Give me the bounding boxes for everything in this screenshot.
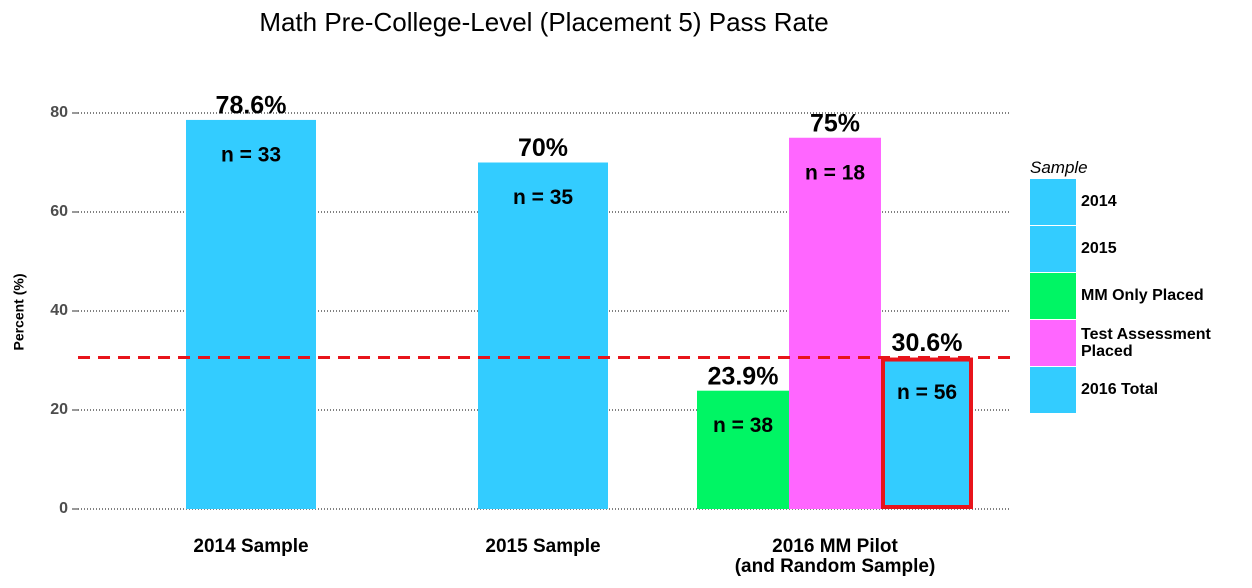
legend-item: 2014 (1030, 178, 1252, 225)
legend-label: MM Only Placed (1081, 287, 1204, 304)
legend-swatch (1030, 225, 1076, 272)
n-label: n = 18 (805, 161, 865, 184)
legend-swatch (1030, 366, 1076, 413)
bar (697, 390, 789, 509)
chart-title: Math Pre-College-Level (Placement 5) Pas… (259, 7, 828, 37)
n-label: n = 35 (513, 186, 573, 209)
legend-label: Test Assessment Placed (1081, 325, 1211, 360)
legend-label: 2015 (1081, 240, 1117, 257)
legend-item: Test Assessment Placed (1030, 319, 1252, 366)
legend-swatch (1030, 178, 1076, 225)
value-label: 75% (810, 109, 860, 137)
legend: Sample 2014 2015 MM Only Placed Test Assess… (1030, 158, 1252, 413)
legend-title: Sample (1030, 158, 1088, 177)
y-tick-label: 0 (59, 500, 68, 517)
x-tick-label: 2016 MM Pilot (and Random Sample) (734, 536, 936, 577)
y-tick-label: 20 (50, 401, 68, 418)
legend-item: 2016 Total (1030, 366, 1252, 413)
y-tick-label: 40 (50, 302, 68, 319)
value-label: 78.6% (216, 92, 287, 120)
value-label: 30.6% (892, 329, 963, 357)
value-label: 70% (518, 134, 568, 162)
x-tick-label: 2014 Sample (193, 536, 309, 557)
legend-label: 2016 Total (1081, 381, 1159, 398)
bar (789, 137, 881, 509)
y-tick-label: 80 (50, 104, 68, 121)
legend-label: 2014 (1081, 193, 1117, 210)
legend-item: 2015 (1030, 225, 1252, 272)
y-tick-label: 60 (50, 203, 68, 220)
value-label: 23.9% (708, 362, 779, 390)
bar (881, 357, 973, 509)
n-label: n = 56 (897, 381, 957, 404)
bar (186, 119, 316, 510)
n-label: n = 33 (221, 143, 281, 166)
n-label: n = 38 (713, 414, 773, 437)
legend-swatch (1030, 272, 1076, 319)
x-tick-label: 2015 Sample (485, 536, 601, 557)
legend-swatch (1030, 319, 1076, 366)
bar (478, 162, 608, 509)
legend-item: MM Only Placed (1030, 272, 1252, 319)
y-axis-title: Percent (%) (11, 273, 27, 350)
